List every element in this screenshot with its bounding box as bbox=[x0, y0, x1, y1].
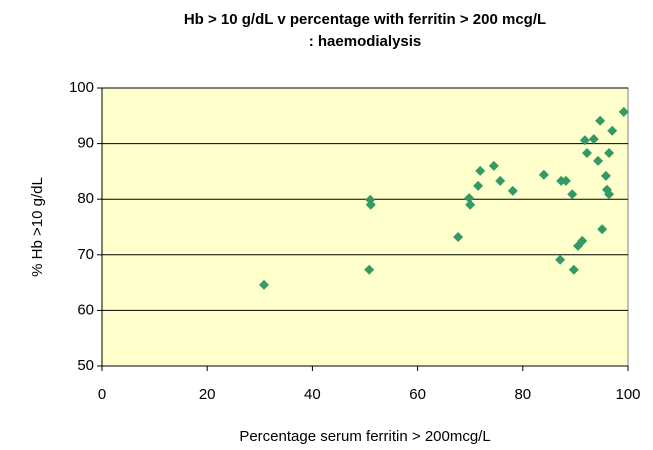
point bbox=[567, 189, 578, 200]
x-tick-label: 60 bbox=[409, 386, 426, 403]
point bbox=[577, 235, 588, 246]
point bbox=[488, 160, 499, 171]
y-tick-label: 80 bbox=[77, 190, 94, 207]
x-axis-label: Percentage serum ferritin > 200mcg/L bbox=[239, 428, 490, 445]
point bbox=[475, 165, 486, 176]
point bbox=[465, 199, 476, 210]
x-tick-label: 100 bbox=[615, 386, 640, 403]
chart-subtitle: : haemodialysis bbox=[309, 33, 422, 50]
point bbox=[588, 134, 599, 145]
point bbox=[555, 254, 566, 265]
point bbox=[593, 155, 604, 166]
y-tick-label: 60 bbox=[77, 301, 94, 318]
point bbox=[595, 115, 606, 126]
point bbox=[365, 199, 376, 210]
point bbox=[581, 148, 592, 159]
point bbox=[568, 264, 579, 275]
y-tick-label: 50 bbox=[77, 357, 94, 374]
point bbox=[597, 224, 608, 235]
y-tick-label: 70 bbox=[77, 246, 94, 263]
x-tick-label: 0 bbox=[98, 386, 106, 403]
x-tick-label: 80 bbox=[514, 386, 531, 403]
y-tick-label: 100 bbox=[69, 79, 94, 96]
x-tick-label: 40 bbox=[304, 386, 321, 403]
point bbox=[560, 175, 571, 186]
point bbox=[604, 189, 615, 200]
point bbox=[607, 125, 618, 136]
point bbox=[507, 185, 518, 196]
point bbox=[495, 175, 506, 186]
plot-area bbox=[101, 87, 629, 367]
point bbox=[364, 264, 375, 275]
point bbox=[600, 170, 611, 181]
point bbox=[464, 193, 475, 204]
point bbox=[538, 169, 549, 180]
y-tick-label: 90 bbox=[77, 135, 94, 152]
y-axis-label: % Hb >10 g/dL bbox=[29, 177, 46, 277]
point bbox=[453, 232, 464, 243]
point bbox=[604, 148, 615, 159]
point bbox=[259, 279, 270, 290]
point bbox=[473, 180, 484, 191]
point bbox=[618, 106, 629, 117]
chart-title: Hb > 10 g/dL v percentage with ferritin … bbox=[184, 11, 546, 28]
x-tick-label: 20 bbox=[199, 386, 216, 403]
point bbox=[579, 135, 590, 146]
